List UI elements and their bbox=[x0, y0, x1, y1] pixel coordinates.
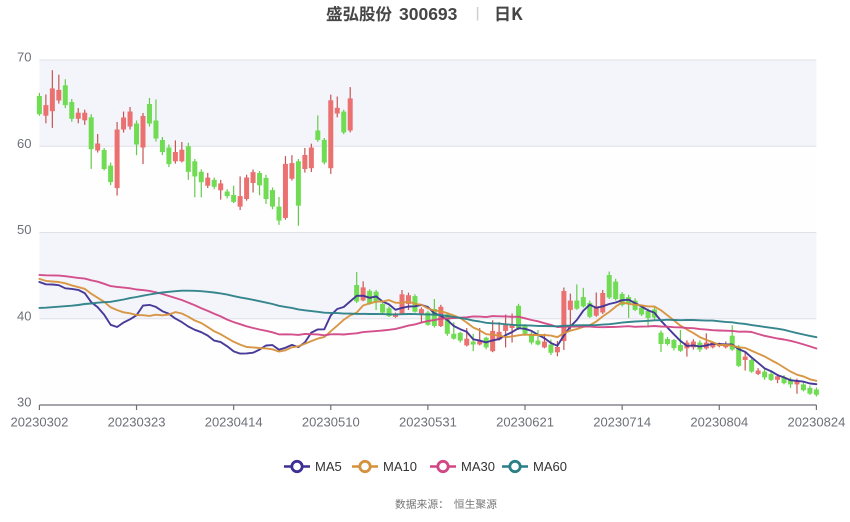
svg-text:50: 50 bbox=[17, 222, 31, 237]
svg-text:20230804: 20230804 bbox=[690, 415, 748, 430]
svg-text:MA5: MA5 bbox=[315, 459, 342, 474]
svg-text:20230302: 20230302 bbox=[10, 415, 68, 430]
svg-text:20230531: 20230531 bbox=[399, 415, 457, 430]
svg-text:40: 40 bbox=[17, 308, 31, 323]
svg-text:70: 70 bbox=[17, 50, 31, 65]
svg-text:20230414: 20230414 bbox=[205, 415, 263, 430]
svg-text:60: 60 bbox=[17, 136, 31, 151]
svg-text:MA10: MA10 bbox=[383, 459, 417, 474]
svg-text:MA30: MA30 bbox=[461, 459, 495, 474]
svg-text:20230510: 20230510 bbox=[302, 415, 360, 430]
svg-text:20230714: 20230714 bbox=[593, 415, 651, 430]
svg-text:300693: 300693 bbox=[399, 4, 458, 24]
svg-text:20230824: 20230824 bbox=[787, 415, 845, 430]
svg-text:20230323: 20230323 bbox=[108, 415, 166, 430]
svg-text:20230621: 20230621 bbox=[496, 415, 554, 430]
svg-text:MA60: MA60 bbox=[533, 459, 567, 474]
svg-text:30: 30 bbox=[17, 395, 31, 410]
